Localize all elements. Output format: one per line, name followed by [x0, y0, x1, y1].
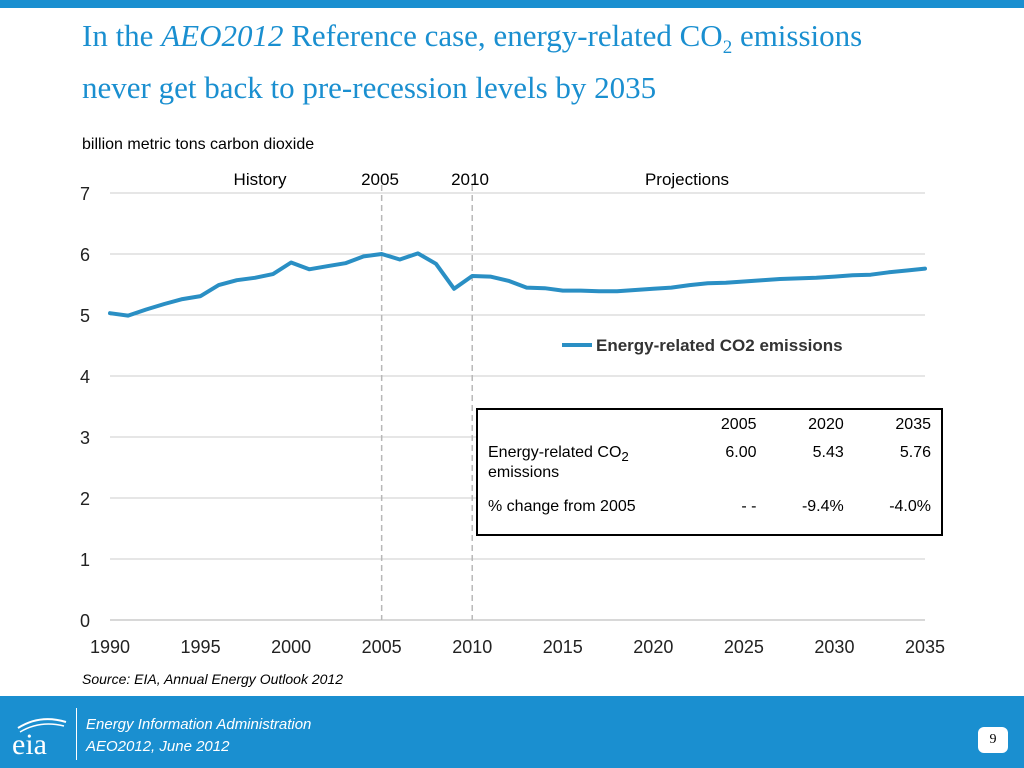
- emissions-line-chart: 0 1 2 3 4 5 6 7 1990 1995 2000 2005 2010 2015 2020 202…: [80, 170, 945, 657]
- source-note: Source: EIA, Annual Energy Outlook 2012: [82, 671, 343, 687]
- chart-annotations: History 2005 2010 Projections: [234, 170, 730, 189]
- table-header-cell: [478, 410, 688, 442]
- row-label-subscript: 2: [621, 449, 629, 465]
- title-prefix: In the: [82, 18, 162, 53]
- title-mid: Reference case, energy-related CO: [283, 18, 723, 53]
- y-tick-label: 4: [80, 367, 90, 387]
- year-2005-label: 2005: [361, 170, 399, 189]
- projections-label: Projections: [645, 170, 729, 189]
- page-number: 9: [978, 727, 1008, 753]
- gridlines: [110, 192, 925, 621]
- legend-label: Energy-related CO2 emissions: [596, 336, 843, 355]
- y-tick-label: 0: [80, 611, 90, 631]
- footer-divider: [76, 708, 77, 760]
- legend: Energy-related CO2 emissions: [562, 336, 843, 355]
- x-tick-label: 2035: [905, 637, 945, 657]
- history-label: History: [234, 170, 287, 189]
- x-tick-label: 2005: [362, 637, 402, 657]
- x-tick-label: 1990: [90, 637, 130, 657]
- x-tick-label: 2000: [271, 637, 311, 657]
- y-tick-label: 3: [80, 428, 90, 448]
- y-tick-label: 7: [80, 184, 90, 204]
- table-header-cell: 2005: [720, 416, 757, 433]
- table-cell: -9.4%: [801, 498, 844, 516]
- title-line2: never get back to pre-recession levels b…: [82, 70, 657, 106]
- source-prefix: Source: EIA,: [82, 671, 164, 687]
- y-tick-label: 6: [80, 245, 90, 265]
- x-tick-label: 2020: [633, 637, 673, 657]
- title-line1-end: emissions: [732, 18, 863, 53]
- x-tick-label: 2025: [724, 637, 764, 657]
- table-cell: -4.0%: [889, 498, 931, 516]
- x-tick-labels: 1990 1995 2000 2005 2010 2015 2020 2025 2030 2035: [90, 637, 945, 657]
- footer-bar: [0, 696, 1024, 768]
- source-title: Annual Energy Outlook 2012: [163, 671, 343, 687]
- y-tick-label: 2: [80, 489, 90, 509]
- x-tick-label: 2010: [452, 637, 492, 657]
- table-cell: - -: [741, 498, 757, 516]
- footer-agency: Energy Information Administration: [86, 716, 312, 733]
- table-cell: 6.00: [725, 444, 757, 461]
- eia-logo: eia: [12, 718, 67, 758]
- y-axis-unit-label: billion metric tons carbon dioxide: [82, 136, 315, 153]
- table-cell: 5.43: [812, 444, 844, 461]
- x-tick-label: 2030: [814, 637, 854, 657]
- summary-table: 2005 2020 2035 Energy-related CO2 emissio…: [476, 408, 943, 536]
- table-header-row: 2005 2020 2035: [478, 410, 941, 442]
- table-row: Energy-related CO2 emissions 6.00 5.43 5.…: [478, 442, 941, 484]
- row-label-line2: emissions: [488, 464, 560, 482]
- x-tick-label: 1995: [181, 637, 221, 657]
- table-header-cell: 2020: [808, 416, 844, 433]
- row-label-text: Energy-related CO: [488, 444, 622, 461]
- title-subscript: 2: [722, 37, 733, 59]
- year-2010-label: 2010: [451, 170, 489, 189]
- table-row-label: Energy-related CO2 emissions: [478, 442, 688, 484]
- table-header-cell: 2035: [895, 416, 931, 433]
- series-line-0: [108, 251, 927, 318]
- y-tick-label: 1: [80, 550, 90, 570]
- x-tick-label: 2015: [543, 637, 583, 657]
- year-markers: [380, 185, 473, 620]
- slide-title: In the AEO2012 Reference case, energy-re…: [82, 16, 1002, 108]
- eia-logo-text: eia: [12, 728, 47, 758]
- table-row-label: % change from 2005: [488, 498, 636, 516]
- table-cell: 5.76: [899, 444, 931, 461]
- y-tick-label: 5: [80, 306, 90, 326]
- top-accent-bar: [0, 0, 1024, 8]
- title-italic: AEO2012: [161, 18, 284, 53]
- series-layer: [108, 251, 927, 318]
- table-row: % change from 2005 - - -9.4% -4.0%: [478, 484, 941, 518]
- y-tick-labels: 0 1 2 3 4 5 6 7: [80, 184, 90, 631]
- footer-report: AEO2012, June 2012: [86, 738, 230, 755]
